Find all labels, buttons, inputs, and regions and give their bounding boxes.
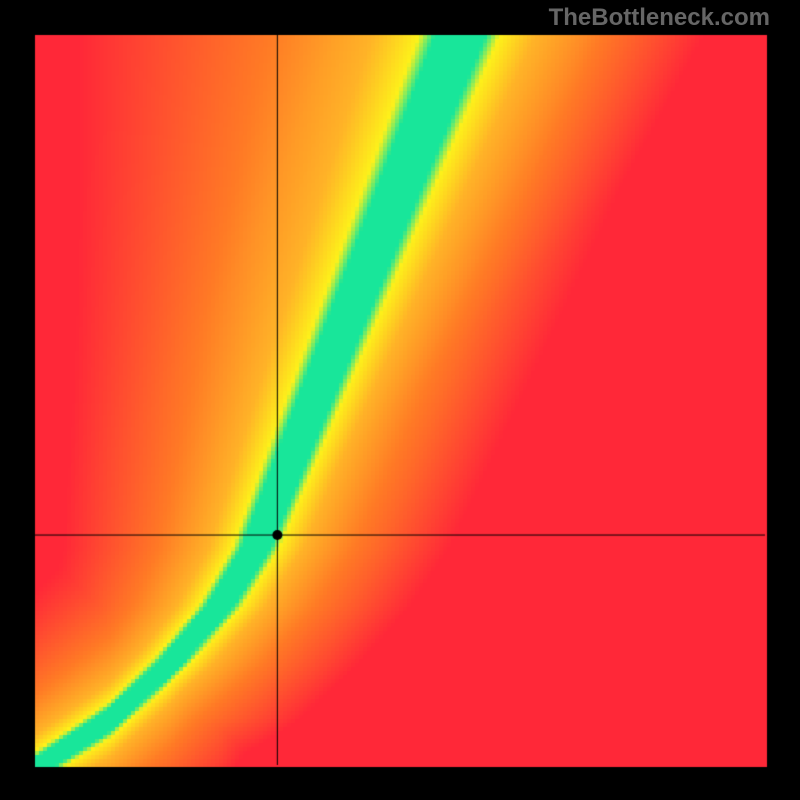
- heatmap-canvas: [0, 0, 800, 800]
- bottleneck-heatmap: TheBottleneck.com: [0, 0, 800, 800]
- watermark-text: TheBottleneck.com: [549, 4, 770, 32]
